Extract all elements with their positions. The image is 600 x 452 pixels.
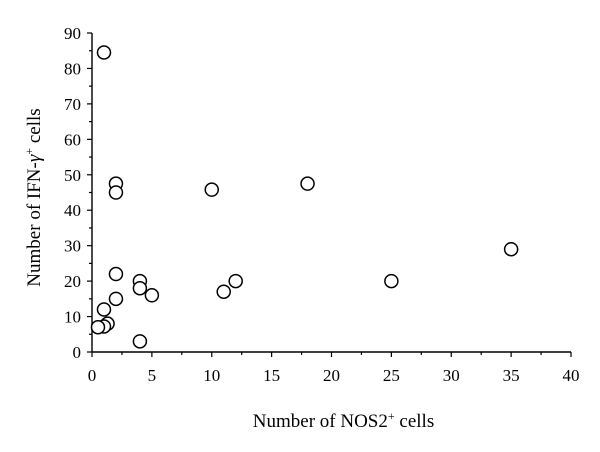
data-point: [144, 288, 160, 303]
y-tick-label: 80: [64, 59, 81, 78]
data-point: [108, 266, 124, 282]
data-point: [96, 45, 112, 60]
x-tick-label: 15: [263, 366, 280, 385]
y-tick-label: 10: [64, 308, 81, 327]
y-axis-title-suffix: cells: [24, 108, 45, 148]
x-tick-label: 20: [323, 366, 340, 385]
y-tick-label: 20: [64, 272, 81, 291]
data-point: [96, 302, 112, 317]
y-tick-label: 70: [64, 95, 81, 114]
x-tick-label: 30: [443, 366, 460, 385]
y-tick-label: 50: [64, 166, 81, 185]
x-tick-label: 40: [563, 366, 580, 385]
x-tick-label: 10: [203, 366, 220, 385]
data-point: [216, 284, 231, 299]
data-points: [90, 45, 519, 349]
data-point: [108, 291, 124, 307]
y-tick-label: 0: [73, 343, 82, 362]
x-axis-ticks: 0 5 10 15 20 25 30 35 40: [88, 352, 580, 385]
x-axis-title-superscript: +: [388, 409, 395, 423]
x-axis-title: Number of NOS2+ cells: [253, 409, 434, 432]
y-axis-title-gamma: γ: [24, 154, 45, 162]
data-point: [503, 241, 519, 257]
x-tick-label: 35: [503, 366, 520, 385]
y-axis-title-main: Number of IFN-: [24, 162, 45, 287]
x-tick-label: 25: [383, 366, 400, 385]
x-axis-title-suffix: cells: [395, 411, 435, 432]
data-point: [90, 319, 106, 335]
data-point: [204, 182, 219, 197]
x-tick-label: 5: [148, 366, 157, 385]
x-tick-label: 0: [88, 366, 97, 385]
data-point: [228, 273, 243, 289]
data-point: [132, 334, 148, 349]
y-tick-label: 90: [64, 24, 81, 43]
data-point: [300, 176, 315, 191]
y-tick-label: 30: [64, 237, 81, 256]
data-point: [108, 185, 124, 200]
x-axis-title-main: Number of NOS2: [253, 411, 388, 432]
y-axis-title-superscript: +: [22, 148, 36, 155]
data-point: [384, 273, 399, 289]
y-tick-label: 40: [64, 201, 81, 220]
y-tick-label: 60: [64, 130, 81, 149]
y-axis-ticks: 0 10 20 30 40 50 60 70 80 90: [64, 24, 92, 362]
y-axis-title: Number of IFN-γ+ cells: [22, 108, 45, 286]
data-point: [132, 280, 148, 296]
